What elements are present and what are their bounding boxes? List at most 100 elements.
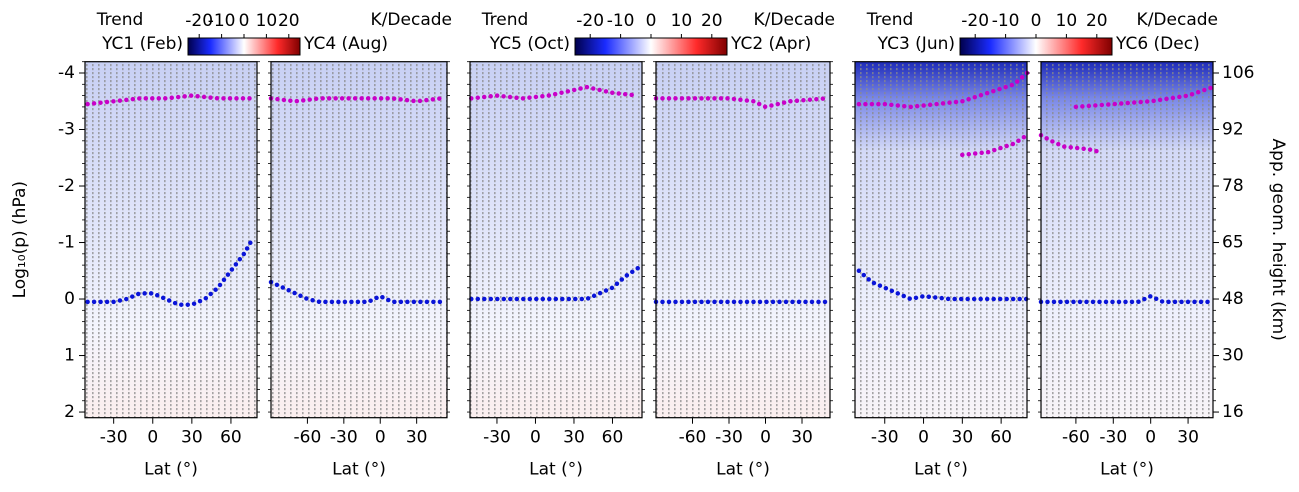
y-tick-label: -3 <box>58 120 75 140</box>
colorbar <box>187 37 301 56</box>
x-axis-label: Lat (°) <box>716 460 770 480</box>
colorbar-unit: K/Decade <box>754 10 835 30</box>
colorbar-title: Trend <box>96 10 144 30</box>
panel-title: YC5 (Oct) <box>489 34 570 54</box>
colorbar <box>959 37 1113 56</box>
panel-frame <box>854 61 1028 419</box>
x-axis-label: Lat (°) <box>144 460 198 480</box>
colorbar-unit: K/Decade <box>371 10 452 30</box>
y-tick-label: 0 <box>64 289 75 309</box>
colorbar-tick-label: -20 <box>961 11 989 31</box>
dotted-line <box>268 96 444 104</box>
x-tick-label: 0 <box>760 428 771 448</box>
x-tick-label: -30 <box>483 428 511 448</box>
colorbar-tick-label: -20 <box>576 11 604 31</box>
panel-frame <box>469 61 643 419</box>
y-axis-label: Log₁₀(p) (hPa) <box>10 181 30 298</box>
y2-tick-label: 48 <box>1222 289 1244 309</box>
x-tick-label: -30 <box>871 428 899 448</box>
colorbar-tick-label: 10 <box>671 11 693 31</box>
x-tick-label: 0 <box>918 428 929 448</box>
dotted-line <box>653 96 829 110</box>
colorbar-tick-label: -20 <box>185 11 213 31</box>
dotted-line <box>85 240 253 307</box>
y2-tick-label: 92 <box>1222 120 1244 140</box>
y-tick-label: -1 <box>58 233 75 253</box>
x-tick-label: -30 <box>715 428 743 448</box>
colorbar-tick-label: -10 <box>607 11 635 31</box>
y-tick-label: 2 <box>64 402 75 422</box>
x-tick-label: -60 <box>679 428 707 448</box>
x-tick-label: 30 <box>181 428 203 448</box>
dotted-line <box>1038 84 1216 155</box>
panel-title: YC6 (Dec) <box>1115 34 1200 54</box>
colorbar-title: Trend <box>866 10 914 30</box>
x-tick-label: -60 <box>1062 428 1090 448</box>
y2-axis-label: App. geom. height (km) <box>1268 139 1288 341</box>
y2-tick-label: 106 <box>1222 63 1254 83</box>
x-tick-label: 30 <box>791 428 813 448</box>
dotted-line <box>1038 293 1216 305</box>
dotted-line <box>85 93 253 107</box>
y2-tick-label: 78 <box>1222 176 1244 196</box>
stippling <box>1041 61 1213 418</box>
x-tick-label: -30 <box>1099 428 1127 448</box>
y-tick-label: -2 <box>58 176 75 196</box>
panel-title: YC2 (Apr) <box>730 34 811 54</box>
colorbar <box>574 37 728 56</box>
x-tick-label: 0 <box>147 428 158 448</box>
x-tick-label: -30 <box>330 428 358 448</box>
y2-tick-label: 65 <box>1222 233 1244 253</box>
dotted-line <box>268 279 444 305</box>
x-axis-label: Lat (°) <box>1100 460 1154 480</box>
x-tick-label: 30 <box>952 428 974 448</box>
stippling <box>470 61 642 418</box>
stippling <box>85 61 257 418</box>
x-tick-label: 60 <box>220 428 242 448</box>
panel-title: YC4 (Aug) <box>303 34 388 54</box>
x-tick-label: 30 <box>1177 428 1199 448</box>
panel-frame <box>1040 61 1214 419</box>
colorbar-tick-label: 0 <box>1031 11 1042 31</box>
stippling <box>855 61 1027 418</box>
x-tick-label: 0 <box>1145 428 1156 448</box>
dotted-line <box>469 84 641 101</box>
colorbar-tick-label: 0 <box>646 11 657 31</box>
panel-frame <box>270 61 448 419</box>
colorbar-tick-label: -10 <box>208 11 236 31</box>
x-tick-label: 30 <box>406 428 428 448</box>
colorbar-unit: K/Decade <box>1137 10 1218 30</box>
x-axis-label: Lat (°) <box>332 460 386 480</box>
colorbar-tick-label: 10 <box>256 11 278 31</box>
x-tick-label: -60 <box>294 428 322 448</box>
panel-title: YC1 (Feb) <box>101 34 183 54</box>
x-tick-label: 30 <box>563 428 585 448</box>
colorbar-tick-label: 20 <box>278 11 300 31</box>
colorbar-tick-label: 20 <box>701 11 723 31</box>
dotted-line <box>469 265 641 302</box>
dotted-line <box>856 268 1030 302</box>
y-tick-label: -4 <box>58 63 75 83</box>
y2-tick-label: 16 <box>1222 402 1244 422</box>
x-tick-label: 0 <box>530 428 541 448</box>
panel-title: YC3 (Jun) <box>877 34 955 54</box>
colorbar-tick-label: 20 <box>1086 11 1108 31</box>
panel-frame <box>84 61 258 419</box>
stippling <box>271 61 447 418</box>
x-tick-label: 0 <box>375 428 386 448</box>
x-tick-label: 60 <box>990 428 1012 448</box>
x-tick-label: 60 <box>602 428 624 448</box>
y-tick-label: 1 <box>64 346 75 366</box>
x-tick-label: -30 <box>100 428 128 448</box>
colorbar-tick-label: 10 <box>1056 11 1078 31</box>
stippling <box>656 61 830 418</box>
colorbar-title: Trend <box>481 10 529 30</box>
colorbar-tick-label: -10 <box>992 11 1020 31</box>
x-axis-label: Lat (°) <box>529 460 583 480</box>
dotted-line <box>856 70 1030 158</box>
panel-frame <box>655 61 831 419</box>
x-axis-label: Lat (°) <box>914 460 968 480</box>
colorbar-tick-label: 0 <box>239 11 250 31</box>
y2-tick-label: 30 <box>1222 346 1244 366</box>
